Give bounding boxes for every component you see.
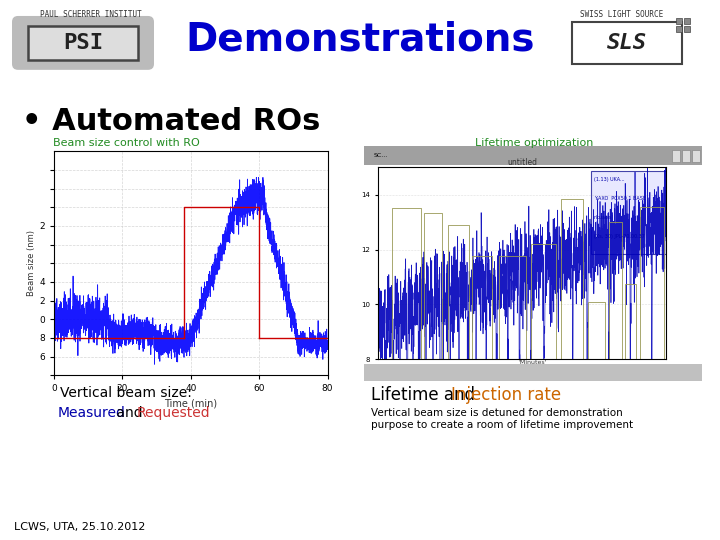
Text: Demonstrations: Demonstrations (185, 21, 535, 59)
Text: SC...: SC... (374, 153, 388, 158)
Title: untitled: untitled (507, 158, 537, 167)
Bar (692, 150, 701, 161)
Y-axis label: Beam size (nm): Beam size (nm) (27, 230, 37, 296)
Bar (676, 18, 682, 24)
Text: Lifetime optimization: Lifetime optimization (475, 138, 593, 149)
Text: Measured: Measured (58, 406, 125, 420)
Text: Injection rate: Injection rate (451, 386, 562, 404)
Text: • Automated ROs: • Automated ROs (22, 107, 320, 136)
Bar (572, 22, 682, 64)
Text: SLS: SLS (607, 33, 647, 53)
Text: 'Minutes': 'Minutes' (518, 360, 547, 365)
Text: Vertical beam size:: Vertical beam size: (60, 386, 192, 400)
Text: SWISS LIGHT SOURCE: SWISS LIGHT SOURCE (580, 10, 663, 19)
Text: nkuaoa: nkuaoa (594, 215, 612, 220)
Bar (672, 150, 680, 161)
Text: -100: -100 (601, 350, 613, 355)
Text: Lifetime and: Lifetime and (371, 386, 480, 404)
Text: Vertical beam size is detuned for demonstration: Vertical beam size is detuned for demons… (371, 408, 623, 418)
Text: Y-AXO  P0X50.1 BASE: Y-AXO P0X50.1 BASE (594, 196, 646, 201)
Text: (1.13) UKA...: (1.13) UKA... (594, 177, 624, 182)
Text: Requested: Requested (137, 406, 210, 420)
Bar (684, 26, 690, 32)
Bar (676, 26, 682, 32)
FancyBboxPatch shape (12, 16, 154, 70)
Text: Beam size control with RO: Beam size control with RO (53, 138, 199, 149)
Text: Oct 11, 2012: Oct 11, 2012 (630, 350, 666, 355)
Text: and: and (112, 406, 148, 420)
Text: LCWS, UTA, 25.10.2012: LCWS, UTA, 25.10.2012 (14, 522, 145, 532)
Text: PSI: PSI (63, 33, 103, 53)
Bar (684, 18, 690, 24)
Bar (364, 146, 702, 165)
Text: PAUL SCHERRER INSTITUT: PAUL SCHERRER INSTITUT (40, 10, 142, 19)
Bar (682, 150, 690, 161)
Text: (Xs, 30) JPL-20.00.37: (Xs, 30) JPL-20.00.37 (594, 234, 645, 240)
Bar (28, 26, 138, 60)
Text: purpose to create a room of lifetime improvement: purpose to create a room of lifetime imp… (371, 420, 633, 430)
Bar (364, 364, 702, 381)
Bar (591, 171, 666, 254)
X-axis label: Time (min): Time (min) (164, 399, 217, 409)
